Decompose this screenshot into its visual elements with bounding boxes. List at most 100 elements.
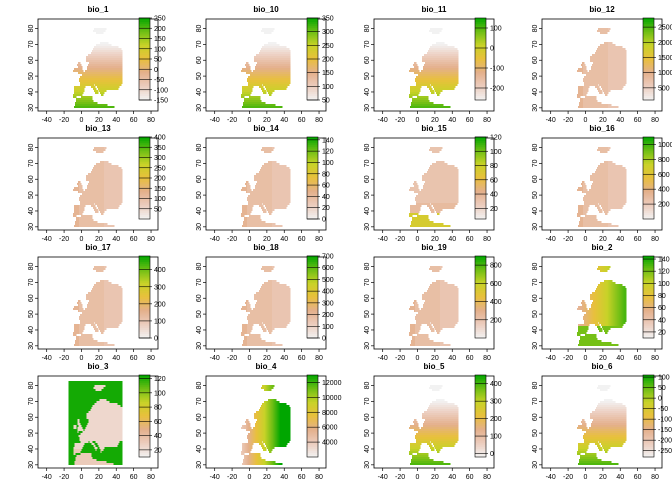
x-tick-label: 20 [599, 117, 607, 124]
legend-tick-label: 350 [322, 16, 334, 23]
raster-cell [79, 64, 81, 66]
raster-cell [260, 84, 262, 86]
y-tick-label: 70 [196, 40, 203, 48]
raster-cell [584, 94, 586, 96]
legend-tick-label: 250 [154, 16, 166, 23]
raster-cell [595, 100, 597, 102]
raster-cell [430, 88, 432, 90]
y-tick-label: 70 [364, 40, 371, 48]
raster-cell [456, 74, 458, 76]
raster-cell [613, 44, 615, 46]
raster-cell [456, 50, 458, 52]
raster-cell [262, 88, 264, 90]
raster-cell [90, 98, 92, 100]
raster-cell [416, 66, 418, 68]
raster-cell [288, 60, 290, 62]
x-tick-label: 20 [263, 117, 271, 124]
legend-tick-label: -100 [490, 66, 504, 73]
raster-cell [264, 90, 266, 92]
x-tick-label: 20 [95, 117, 103, 124]
raster-cell [249, 70, 251, 72]
raster-cell [440, 90, 442, 92]
raster-cell [426, 96, 428, 98]
x-tick-label: 40 [616, 117, 624, 124]
raster-cell [104, 28, 106, 30]
raster-cell [91, 219, 93, 221]
raster-cell [456, 64, 458, 66]
raster-cell [120, 56, 122, 58]
raster-cells [241, 28, 290, 108]
raster-cell [259, 100, 261, 102]
raster-cells [409, 28, 458, 108]
raster-cell [456, 78, 458, 80]
raster-cell [440, 28, 442, 30]
raster-cell [456, 60, 458, 62]
raster-cell [580, 68, 582, 70]
legend-tick-label: -100 [154, 87, 168, 94]
x-tick-label: 0 [248, 117, 252, 124]
raster-cell [456, 68, 458, 70]
legend-tick-label: -150 [154, 98, 168, 105]
raster-cell [620, 88, 622, 90]
legend-tick-label: 2000 [658, 40, 672, 47]
raster-cell [608, 90, 610, 92]
raster-cell [432, 90, 434, 92]
raster-cell [95, 221, 97, 223]
raster-cell [258, 96, 260, 98]
raster-cell [624, 52, 626, 54]
y-tick-label: 30 [196, 104, 203, 112]
raster-cell [624, 56, 626, 58]
raster-cell [452, 88, 454, 90]
legend-tick-label: 150 [322, 70, 334, 77]
legend-tick-label: 150 [154, 36, 166, 43]
raster-cells [577, 28, 626, 108]
legend-tick-label: -50 [154, 77, 164, 84]
raster-cell [87, 203, 89, 205]
raster-cell [586, 90, 588, 92]
raster-cell [584, 66, 586, 68]
raster-cell [438, 92, 440, 94]
raster-cell [624, 68, 626, 70]
x-tick-label: 40 [280, 117, 288, 124]
y-tick-label: 80 [28, 25, 35, 33]
raster-cell [90, 217, 92, 219]
raster-cell [624, 70, 626, 72]
raster-cell [441, 104, 443, 106]
raster-cell [287, 48, 289, 50]
raster-cell [418, 72, 420, 74]
raster-cell [624, 58, 626, 60]
raster-cell [82, 72, 84, 74]
x-tick-label: -20 [227, 117, 237, 124]
raster-cell [120, 80, 122, 82]
raster-cell [591, 84, 593, 86]
legend-tick-label: 2500 [658, 25, 672, 32]
raster-cell [288, 78, 290, 80]
y-tick-label: 80 [196, 25, 203, 33]
panel-title: bio_10 [253, 5, 279, 14]
raster-cell [92, 84, 94, 86]
raster-cell [120, 72, 122, 74]
raster-cell [101, 32, 103, 34]
raster-cell [586, 72, 588, 74]
raster-cell [120, 64, 122, 66]
raster-cell [414, 62, 416, 64]
raster-cell [412, 70, 414, 72]
raster-cell [624, 60, 626, 62]
raster-cell [456, 82, 458, 84]
raster-cell [271, 30, 273, 32]
raster-cell [80, 66, 82, 68]
raster-cell [109, 44, 111, 46]
raster-cell [244, 70, 246, 72]
raster-cell [416, 94, 418, 96]
raster-cell [273, 104, 275, 106]
raster-cell [584, 68, 586, 70]
raster-cell [101, 94, 103, 96]
y-tick-label: 40 [196, 88, 203, 96]
y-tick-label: 50 [364, 72, 371, 80]
y-tick-label: 80 [364, 25, 371, 33]
raster-cell [255, 84, 257, 86]
